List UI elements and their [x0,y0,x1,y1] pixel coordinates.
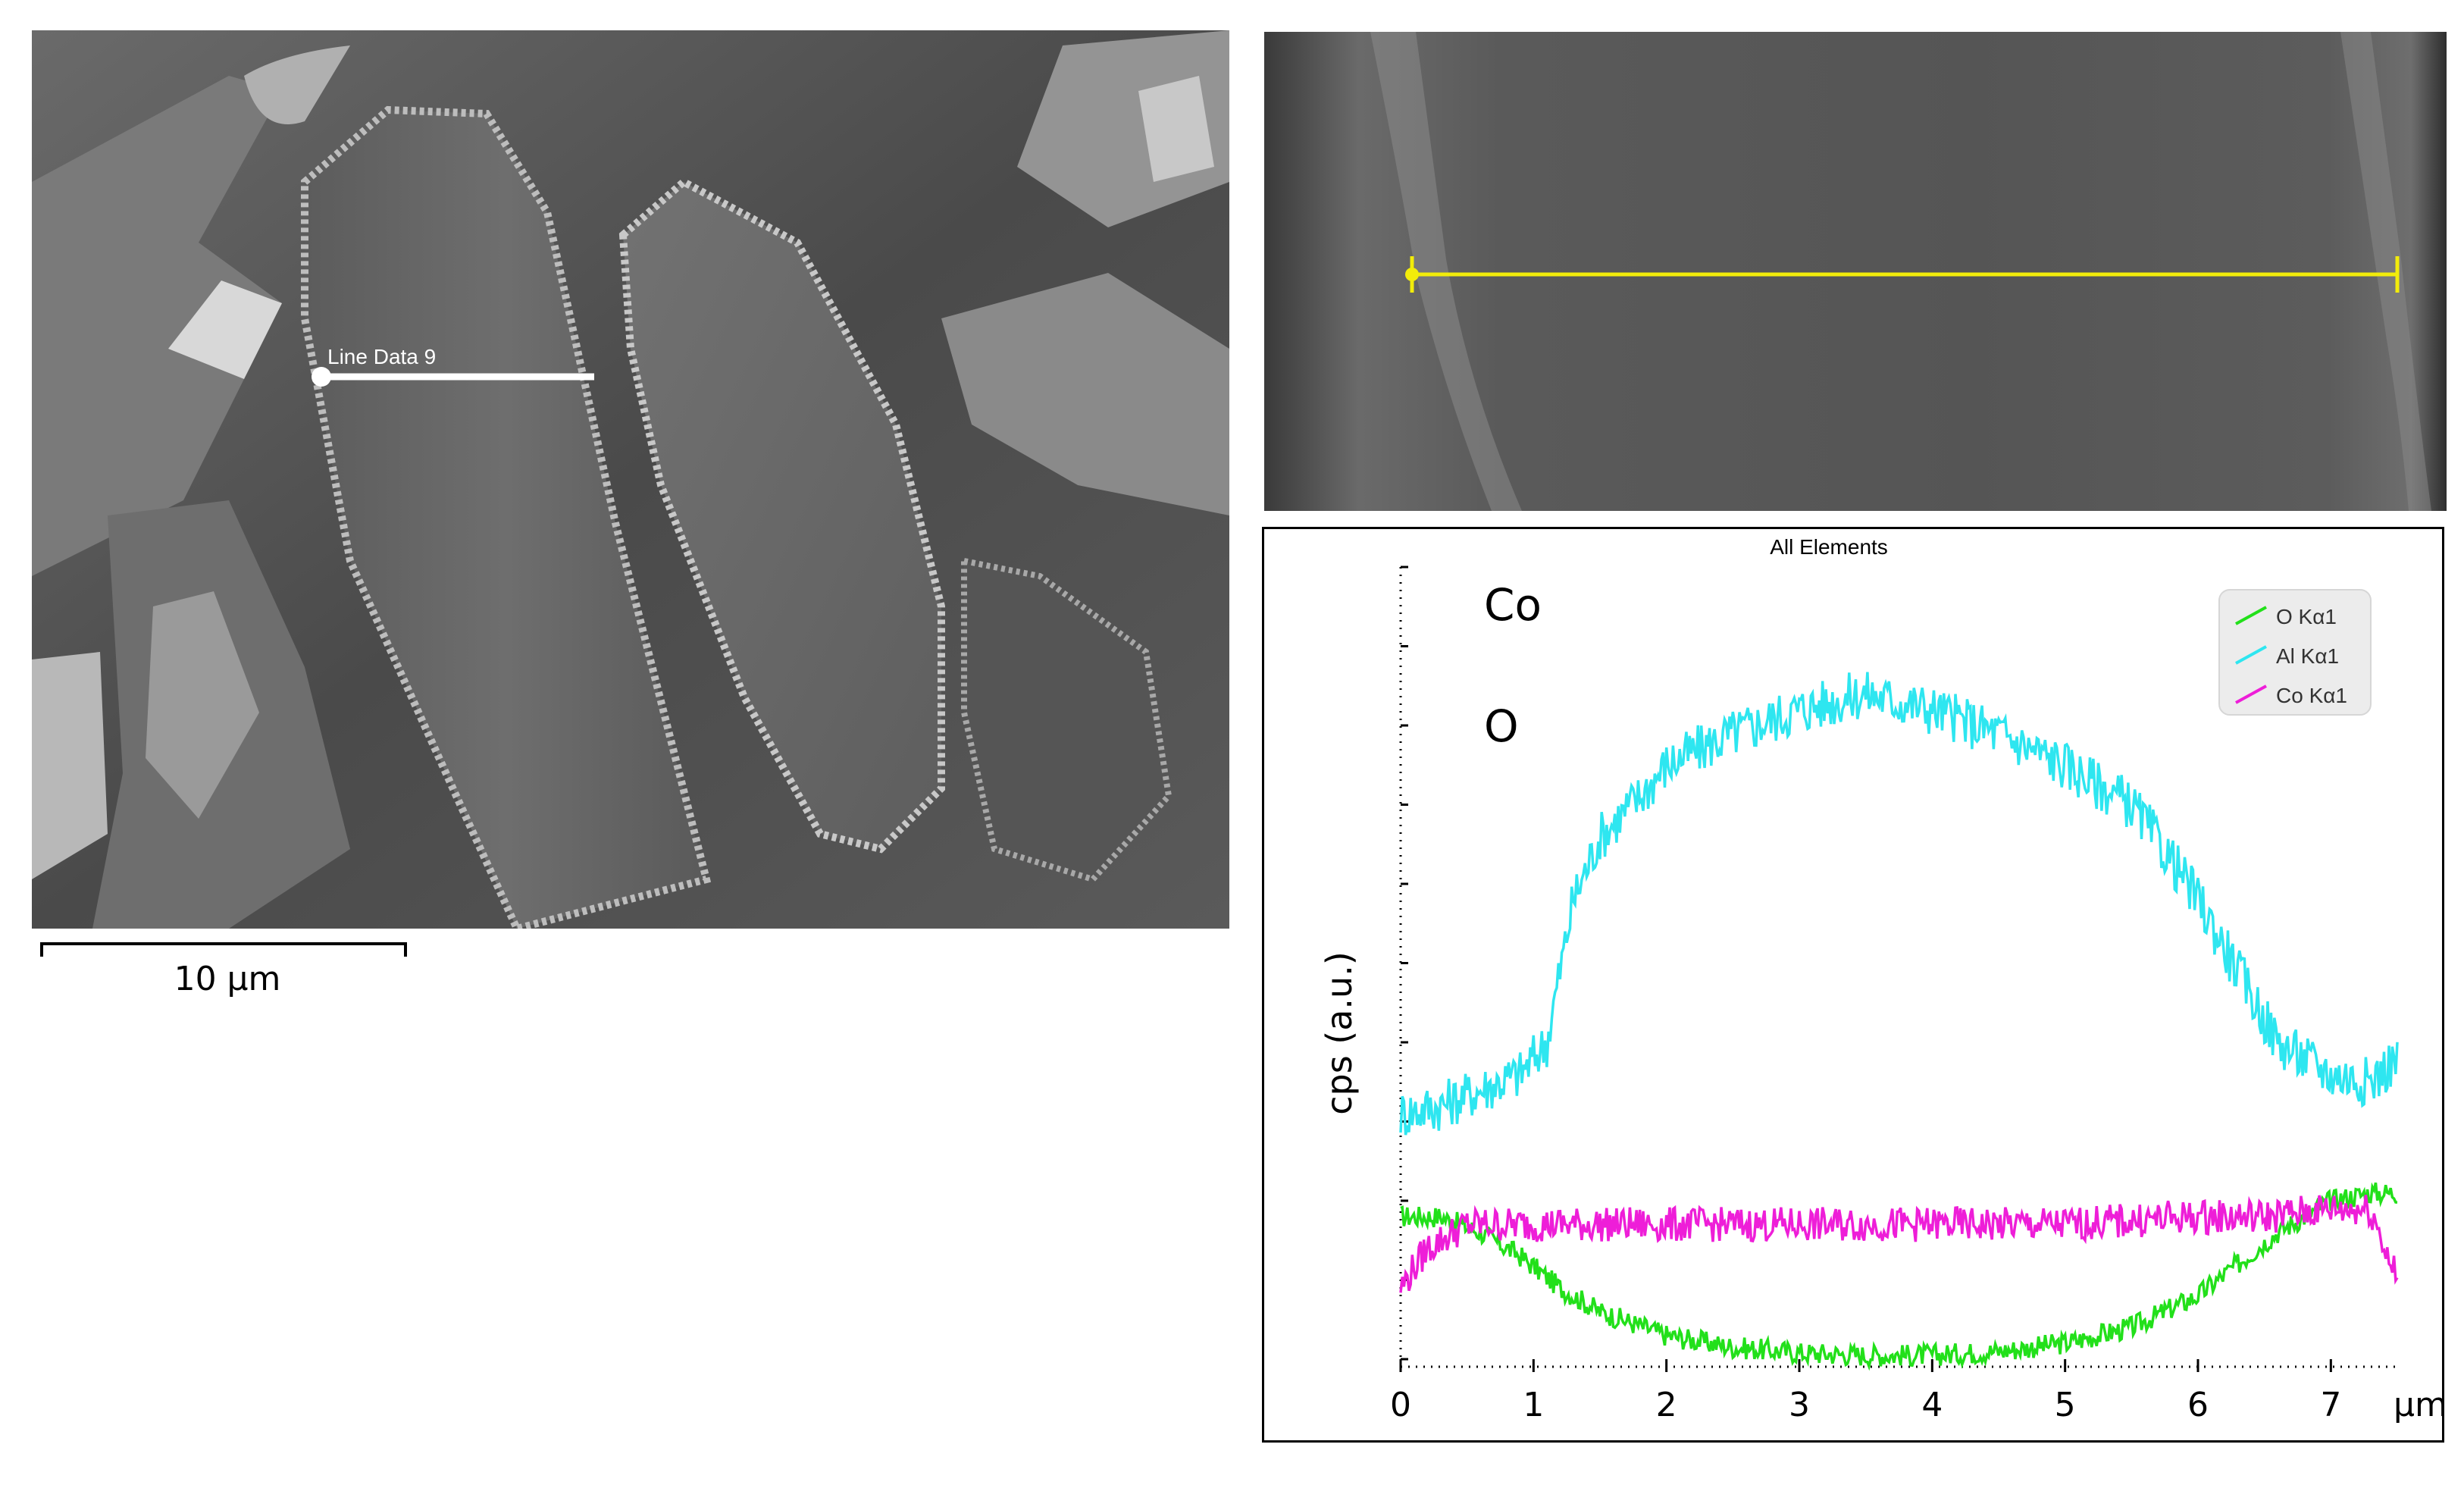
scale-bar-line [40,942,407,957]
legend-box [2218,589,2372,716]
series-line-o [1400,1182,2398,1371]
series-line-co [1399,1195,2399,1293]
legend-swatch [2235,685,2267,704]
x-tick-label: 7 [2320,1386,2341,1424]
y-axis-label: cps (a.u.) [1319,951,1360,1115]
inline-label-co: Co [1484,579,1542,631]
x-tick-label: 3 [1789,1386,1810,1424]
scale-bar: 10 µm [38,940,417,1008]
sem-micrograph-main: Line Data 9 [32,30,1229,929]
legend-entry: Co Kα1 [2276,684,2347,707]
legend-swatch [2235,645,2267,665]
x-tick-label: 4 [1921,1386,1943,1424]
sem-image: Line Data 9 [32,30,1229,929]
chart-legend: O Kα1 Al Kα1 Co Kα1 [2218,589,2372,716]
legend-swatch [2235,606,2267,625]
scale-bar-label: 10 µm [174,960,281,998]
sem-line-scan-image [1264,32,2447,511]
series-line-al [1399,672,2399,1136]
x-tick-label: 5 [2055,1386,2076,1424]
inline-label-o: O [1484,700,1519,752]
x-axis-label: µm [2394,1386,2442,1424]
legend-entry: Al Kα1 [2276,644,2339,668]
x-tick-label: 2 [1656,1386,1677,1424]
x-tick-label: 1 [1523,1386,1544,1424]
x-tick-label: 0 [1390,1386,1411,1424]
line-scan-label: Line Data 9 [327,345,436,368]
line-scan-start-point [312,367,331,387]
x-tick-label: 6 [2187,1386,2209,1424]
chart-title: All Elements [1770,535,1888,559]
line-scan-path-start [1405,268,1419,281]
sem-zoom-image [1264,32,2447,511]
legend-entry: O Kα1 [2276,605,2337,628]
